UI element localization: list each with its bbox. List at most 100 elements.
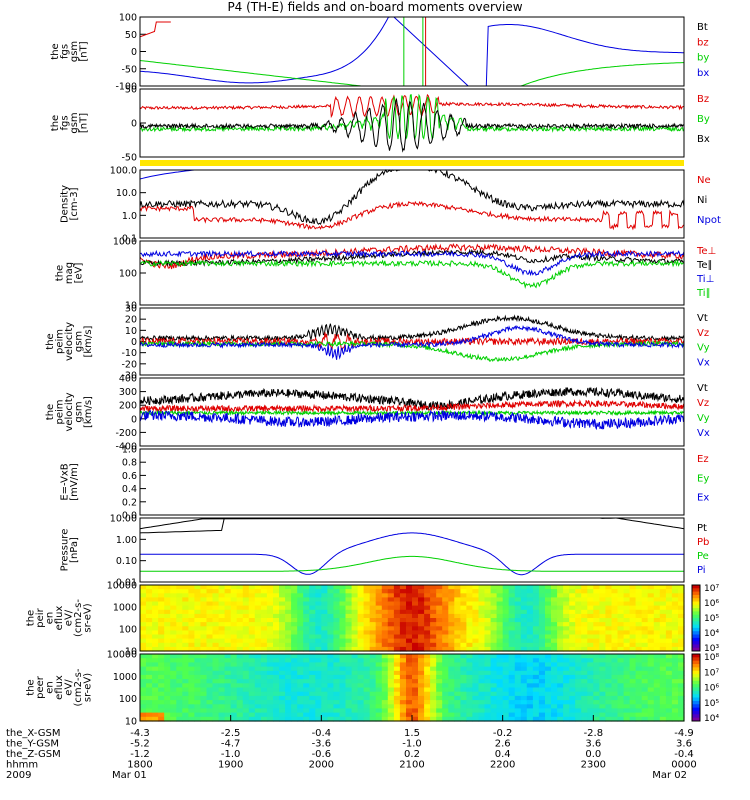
spectrogram-cell: [291, 712, 298, 718]
spectrogram-cell: [146, 712, 153, 718]
spectrogram-cell: [351, 716, 359, 722]
spectrogram-cell: [182, 622, 189, 627]
spectrogram-cell: [345, 626, 353, 631]
spectrogram-cell: [321, 704, 328, 710]
spectrogram-cell: [647, 601, 655, 607]
spectrogram-cell: [297, 695, 304, 701]
spectrogram-cell: [532, 687, 540, 693]
spectrogram-cell: [387, 691, 395, 697]
spectrogram-cell: [569, 708, 576, 714]
spectrogram-cell: [212, 585, 220, 590]
spectrogram-cell: [557, 622, 564, 627]
spectrogram-cell: [472, 618, 479, 623]
spectrogram-cell: [678, 658, 685, 663]
spectrogram-cell: [218, 585, 226, 590]
spectrogram-cell: [442, 646, 449, 652]
spectrogram-cell: [538, 687, 546, 693]
spectrogram-cell: [502, 654, 510, 659]
spectrogram-cell: [496, 666, 504, 672]
spectrogram-cell: [399, 613, 407, 619]
spectrogram-cell: [532, 585, 540, 590]
spectrogram-cell: [170, 622, 177, 627]
spectrogram-cell: [581, 670, 588, 676]
spectrogram-cell: [345, 700, 353, 705]
spectrogram-cell: [273, 695, 280, 701]
spectrogram-cell: [617, 691, 625, 697]
spectrogram-cell: [484, 691, 492, 697]
spectrogram-cell: [563, 712, 570, 718]
spectrogram-cell: [496, 683, 504, 689]
spectrogram-cell: [532, 634, 540, 640]
spectrogram-cell: [230, 654, 238, 659]
spectrogram-cell: [587, 708, 594, 714]
axis-label: eflux: [54, 606, 65, 631]
series-line: [139, 332, 685, 352]
spectrogram-cell: [291, 670, 298, 676]
spectrogram-cell: [496, 589, 504, 594]
axis-label: fgs: [59, 44, 70, 59]
spectrogram-cell: [545, 634, 552, 640]
spectrogram-cell: [557, 618, 564, 623]
spectrogram-cell: [442, 630, 449, 636]
spectrogram-cell: [387, 618, 395, 623]
spectrogram-cell: [345, 589, 353, 594]
spectrogram-cell: [659, 618, 667, 623]
spectrogram-cell: [647, 691, 655, 697]
spectrogram-cell: [538, 585, 546, 590]
spectrogram-cell: [164, 654, 171, 659]
spectrogram-cell: [236, 716, 244, 722]
spectrogram-cell: [188, 712, 195, 718]
spectrogram-cell: [581, 691, 588, 697]
spectrogram-cell: [587, 585, 594, 590]
spectrogram-cell: [345, 597, 353, 603]
spectrogram-cell: [418, 585, 425, 590]
spectrogram-cell: [641, 593, 649, 598]
spectrogram-cell: [593, 589, 600, 594]
spectrogram-cell: [647, 666, 655, 672]
spectrogram-cell: [563, 708, 570, 714]
spectrogram-cell: [460, 683, 467, 689]
spectrogram-cell: [327, 597, 334, 603]
colorbar-segment: [692, 611, 700, 616]
spectrogram-cell: [158, 609, 165, 615]
spectrogram-cell: [551, 687, 558, 693]
spectrogram-cell: [357, 585, 365, 590]
spectrogram-cell: [351, 626, 359, 631]
spectrogram-cell: [472, 597, 479, 603]
spectrogram-cell: [182, 605, 189, 611]
spectrogram-cell: [152, 609, 159, 615]
spectrogram-cell: [285, 638, 292, 644]
spectrogram-cell: [399, 691, 407, 697]
spectrogram-cell: [260, 691, 268, 697]
spectrogram-cell: [266, 613, 274, 619]
spectrogram-cell: [170, 666, 177, 672]
spectrogram-cell: [490, 704, 498, 710]
spectrogram-cell: [170, 605, 177, 611]
spectrogram-cell: [309, 654, 316, 659]
spectrogram-cell: [605, 658, 612, 663]
spectrogram-cell: [333, 662, 340, 668]
spectrogram-cell: [309, 589, 316, 594]
spectrogram-cell: [520, 618, 528, 623]
axis-label: fgs: [59, 115, 70, 130]
spectrogram-cell: [158, 654, 165, 659]
spectrogram-cell: [575, 716, 582, 722]
spectrogram-cell: [514, 634, 522, 640]
ephemeris-value: -0.4: [674, 749, 694, 760]
spectrogram-cell: [285, 662, 292, 668]
spectrogram-cell: [200, 708, 207, 714]
spectrogram-cell: [212, 712, 220, 718]
spectrogram-cell: [569, 691, 576, 697]
spectrogram-cell: [206, 589, 214, 594]
spectrogram-cell: [399, 712, 407, 718]
spectrogram-cell: [333, 670, 340, 676]
spectrogram-cell: [369, 716, 377, 722]
spectrogram-cell: [538, 618, 546, 623]
spectrogram-cell: [671, 712, 679, 718]
spectrogram-cell: [200, 642, 207, 648]
spectrogram-cell: [641, 679, 649, 684]
spectrogram-cell: [647, 687, 655, 693]
spectrogram-cell: [653, 712, 661, 718]
spectrogram-cell: [230, 618, 238, 623]
legend-label: Pb: [697, 537, 709, 548]
